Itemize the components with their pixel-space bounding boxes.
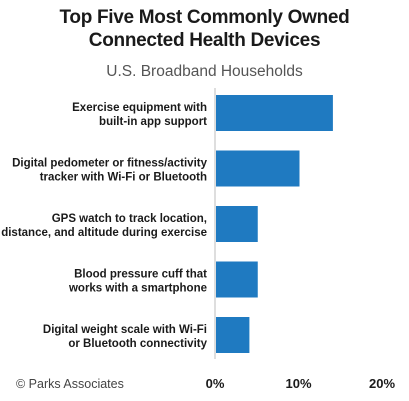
category-label-4-line-2: works with a smartphone: [68, 283, 207, 295]
category-label-3-line-1: GPS watch to track location,: [52, 213, 207, 225]
category-label-5-line-1: Digital weight scale with Wi-Fi: [43, 324, 207, 336]
category-label-2-line-1: Digital pedometer or fitness/activity: [12, 158, 208, 170]
category-label-4-line-1: Blood pressure cuff that: [74, 269, 207, 281]
category-label-1: Exercise equipment with built-in app supp…: [72, 102, 207, 128]
bar-2: [216, 150, 300, 187]
category-label-5-line-2: or Bluetooth connectivity: [68, 338, 207, 350]
category-label-2: Digital pedometer or fitness/activity tra…: [12, 158, 208, 184]
x-tick-label-0pct: 0%: [206, 376, 225, 391]
category-label-5: Digital weight scale with Wi-Fi or Blueto…: [43, 324, 208, 350]
category-label-3: GPS watch to track location, distance, an…: [1, 213, 207, 239]
bar-1: [216, 95, 333, 131]
chart-title-line-1: Top Five Most Commonly Owned: [59, 7, 350, 28]
category-label-4: Blood pressure cuff that works with a sma…: [68, 269, 207, 295]
copyright-footer: © Parks Associates: [16, 377, 124, 391]
bar-4: [216, 261, 258, 298]
category-label-1-line-1: Exercise equipment with: [72, 102, 207, 114]
bar-5: [216, 317, 250, 353]
chart-title-line-2: Connected Health Devices: [88, 30, 321, 51]
x-tick-label-20pct: 20%: [369, 376, 395, 391]
category-label-3-line-2: distance, and altitude during exercise: [1, 227, 207, 239]
category-label-2-line-2: tracker with Wi-Fi or Bluetooth: [40, 172, 207, 184]
chart-subtitle: U.S. Broadband Households: [106, 63, 303, 80]
x-tick-label-10pct: 10%: [285, 376, 311, 391]
chart-title: Top Five Most Commonly Owned Connected H…: [0, 6, 409, 52]
category-label-1-line-2: built-in app support: [99, 116, 207, 128]
bar-3: [216, 206, 258, 242]
